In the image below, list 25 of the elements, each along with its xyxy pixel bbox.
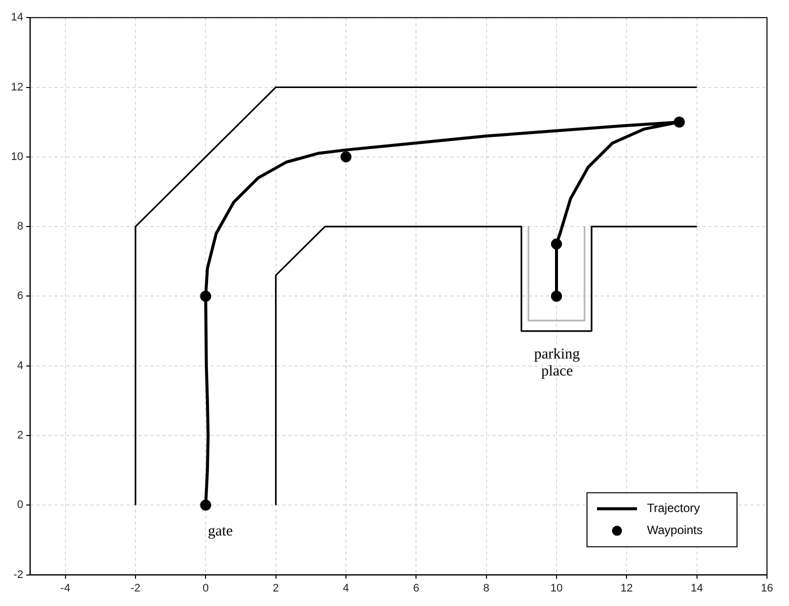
x-tick-label: 12 [620,582,633,594]
x-tick-label: 10 [550,582,563,594]
x-tick-label: 4 [342,582,350,594]
y-tick-label: 0 [17,499,24,512]
point [340,151,352,162]
x-tick-label: 6 [413,582,420,594]
x-tick-label: -2 [130,582,140,594]
x-tick-label: 8 [483,582,490,594]
legend-label: Waypoints [647,523,703,538]
x-tick-label: 0 [202,582,209,594]
y-tick-label: 14 [10,12,24,24]
y-tick-label: -2 [13,568,24,581]
annotation: parking place [534,346,580,380]
y-tick-label: 12 [10,81,24,94]
x-tick-label: -4 [60,582,70,594]
x-tick-label: 14 [690,582,703,594]
y-tick-label: 8 [17,220,24,233]
y-tick-label: 6 [17,290,24,302]
x-tick-label: 2 [272,582,279,594]
y-tick-label: 2 [17,430,24,442]
x-tick-label: 16 [760,582,774,594]
y-tick-label: 10 [10,150,24,163]
y-tick-label: 4 [17,360,24,372]
annotation: gate [208,523,234,540]
legend-label: Trajectory [647,501,700,516]
